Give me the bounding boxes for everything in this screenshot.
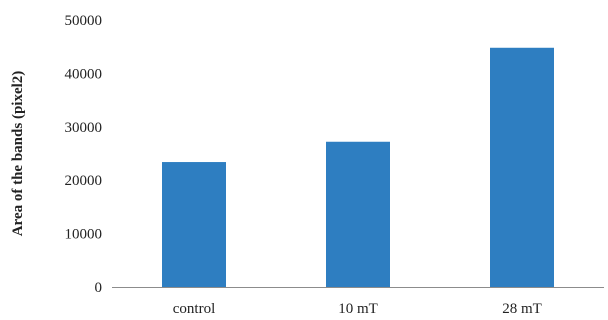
y-tick-label: 10000 — [65, 227, 103, 243]
bars — [162, 47, 554, 287]
bar-28-mt — [490, 47, 554, 287]
y-tick-label: 30000 — [65, 120, 103, 136]
x-tick-label: 28 mT — [502, 301, 542, 317]
y-tick-label: 0 — [95, 280, 103, 296]
x-tick-label: control — [173, 301, 216, 317]
x-axis-ticks: control 10 mT 28 mT — [173, 301, 542, 317]
y-axis-ticks: 0 10000 20000 30000 40000 50000 — [65, 13, 103, 296]
y-axis-title: Area of the bands (pixel2) — [10, 71, 26, 237]
bar-10-mt — [326, 141, 390, 287]
bar-control — [162, 162, 226, 287]
y-tick-label: 20000 — [65, 173, 103, 189]
y-tick-label: 40000 — [65, 66, 103, 82]
y-tick-label: 50000 — [65, 13, 103, 29]
x-tick-label: 10 mT — [338, 301, 378, 317]
